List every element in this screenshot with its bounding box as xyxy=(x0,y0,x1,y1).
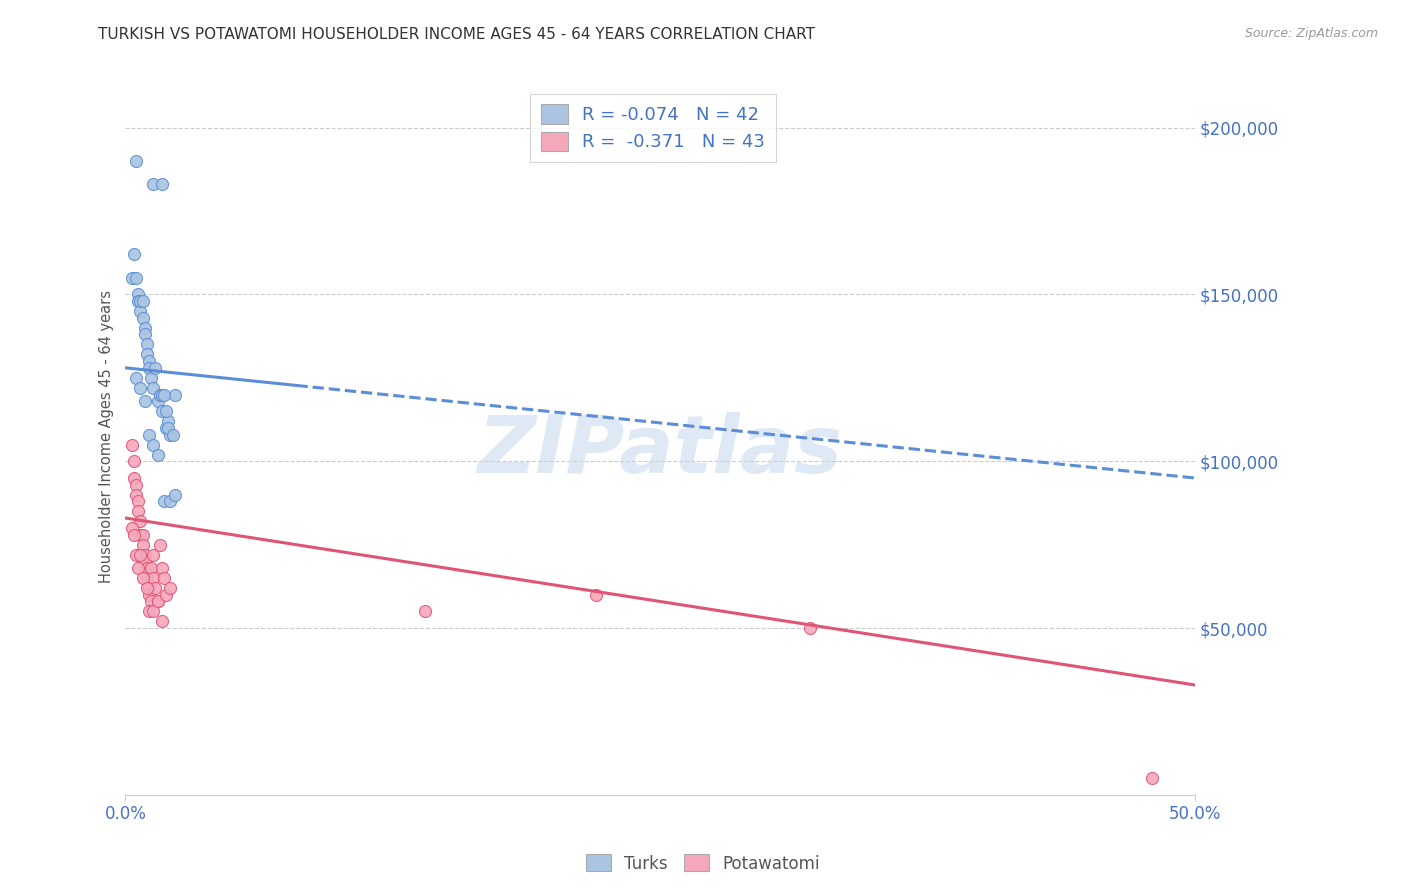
Point xyxy=(162,427,184,442)
Point xyxy=(149,538,172,552)
Point xyxy=(121,270,143,285)
Point xyxy=(153,387,176,401)
Text: ZIPatlas: ZIPatlas xyxy=(478,411,842,490)
Point xyxy=(131,527,153,541)
Point xyxy=(127,494,149,508)
Point xyxy=(150,561,173,575)
Point xyxy=(131,538,153,552)
Point xyxy=(157,421,180,435)
Point xyxy=(134,327,156,342)
Y-axis label: Householder Income Ages 45 - 64 years: Householder Income Ages 45 - 64 years xyxy=(100,290,114,582)
Point xyxy=(155,404,177,418)
Point xyxy=(157,414,180,428)
Point xyxy=(153,494,176,508)
Point xyxy=(135,347,157,361)
Point xyxy=(146,448,169,462)
Point xyxy=(163,488,186,502)
Point xyxy=(145,581,167,595)
Point xyxy=(135,571,157,585)
Point xyxy=(125,371,148,385)
Point xyxy=(146,594,169,608)
Point xyxy=(150,178,173,192)
Point xyxy=(127,287,149,301)
Point xyxy=(134,394,156,409)
Point xyxy=(138,605,160,619)
Point xyxy=(150,615,173,629)
Point xyxy=(135,337,157,351)
Point xyxy=(129,548,152,562)
Point xyxy=(799,621,821,635)
Point xyxy=(142,381,165,395)
Point xyxy=(125,477,148,491)
Point xyxy=(142,437,165,451)
Point xyxy=(125,153,148,168)
Point xyxy=(138,360,160,375)
Point xyxy=(146,594,169,608)
Point xyxy=(121,437,143,451)
Point xyxy=(142,605,165,619)
Point xyxy=(125,548,148,562)
Point xyxy=(142,571,165,585)
Legend: Turks, Potawatomi: Turks, Potawatomi xyxy=(579,847,827,880)
Point xyxy=(129,294,152,309)
Point xyxy=(155,588,177,602)
Point xyxy=(155,421,177,435)
Point xyxy=(139,594,162,608)
Point xyxy=(159,427,181,442)
Point xyxy=(138,354,160,368)
Point xyxy=(122,247,145,261)
Point xyxy=(413,605,436,619)
Point xyxy=(142,178,165,192)
Point xyxy=(129,381,152,395)
Point xyxy=(121,521,143,535)
Point xyxy=(138,427,160,442)
Point xyxy=(150,404,173,418)
Point xyxy=(139,371,162,385)
Point xyxy=(122,527,145,541)
Point xyxy=(131,294,153,309)
Text: Source: ZipAtlas.com: Source: ZipAtlas.com xyxy=(1244,27,1378,40)
Point xyxy=(131,571,153,585)
Point xyxy=(142,548,165,562)
Point xyxy=(138,588,160,602)
Point xyxy=(159,581,181,595)
Point xyxy=(122,471,145,485)
Point xyxy=(146,394,169,409)
Point xyxy=(138,581,160,595)
Point xyxy=(122,454,145,468)
Point xyxy=(129,514,152,528)
Point xyxy=(149,387,172,401)
Point xyxy=(134,554,156,568)
Point xyxy=(159,494,181,508)
Text: TURKISH VS POTAWATOMI HOUSEHOLDER INCOME AGES 45 - 64 YEARS CORRELATION CHART: TURKISH VS POTAWATOMI HOUSEHOLDER INCOME… xyxy=(98,27,815,42)
Point xyxy=(127,504,149,518)
Point xyxy=(125,488,148,502)
Point xyxy=(135,581,157,595)
Point xyxy=(163,387,186,401)
Point xyxy=(129,527,152,541)
Point xyxy=(131,310,153,325)
Point xyxy=(127,294,149,309)
Point xyxy=(145,360,167,375)
Legend: R = -0.074   N = 42, R =  -0.371   N = 43: R = -0.074 N = 42, R = -0.371 N = 43 xyxy=(530,94,776,162)
Point xyxy=(134,320,156,334)
Point xyxy=(1140,772,1163,786)
Point xyxy=(127,561,149,575)
Point xyxy=(134,548,156,562)
Point xyxy=(129,304,152,318)
Point xyxy=(135,561,157,575)
Point xyxy=(585,588,607,602)
Point xyxy=(139,561,162,575)
Point xyxy=(153,571,176,585)
Point xyxy=(150,387,173,401)
Point xyxy=(125,270,148,285)
